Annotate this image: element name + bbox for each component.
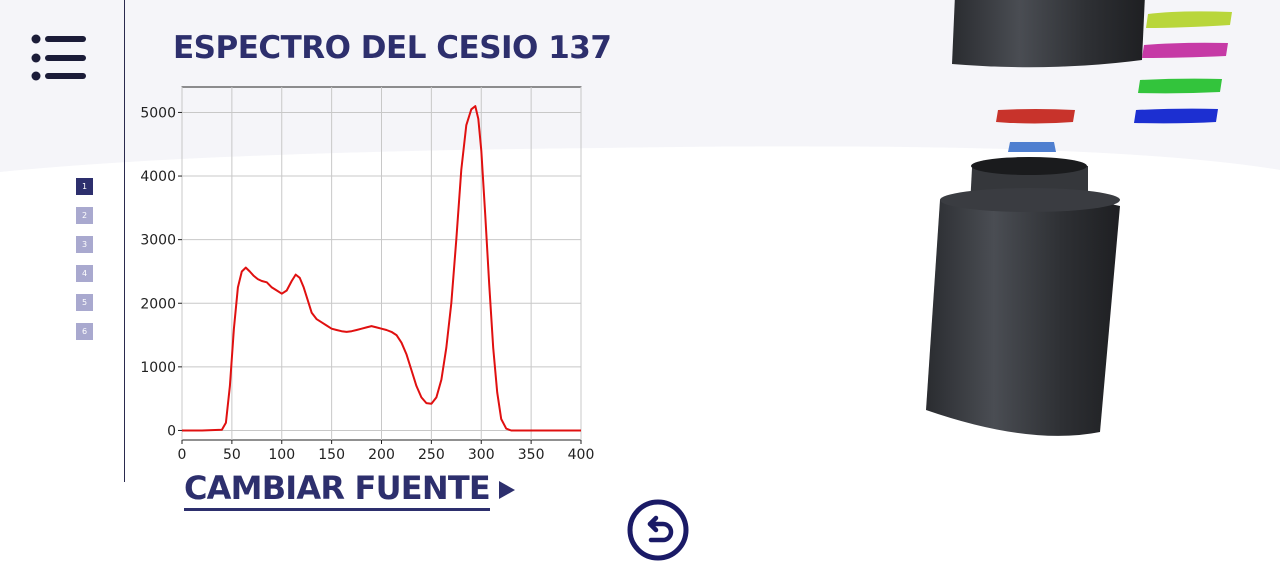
x-tick-label: 100 — [268, 447, 295, 463]
detector-illustration — [926, 0, 1232, 436]
y-tick-label: 5000 — [140, 105, 176, 121]
magenta-filter-disc — [1142, 42, 1228, 58]
change-source-label: CAMBIAR FUENTE — [184, 468, 491, 511]
page-button-2[interactable]: 2 — [76, 207, 93, 224]
page-title: ESPECTRO DEL CESIO 137 — [173, 30, 612, 66]
page-button-6[interactable]: 6 — [76, 323, 93, 340]
sidebar-divider — [124, 0, 125, 482]
x-tick-label: 250 — [418, 447, 445, 463]
spectrum-series-line — [182, 105, 581, 432]
x-tick-label: 350 — [518, 447, 545, 463]
page-indicator: 1 2 3 4 5 6 — [76, 178, 93, 340]
detector-top-cylinder — [952, 0, 1145, 68]
menu-button[interactable] — [28, 32, 90, 84]
undo-arrow-icon — [627, 499, 689, 561]
play-arrow-icon — [498, 480, 515, 499]
blue-filter-disc — [1134, 108, 1218, 124]
page-button-1[interactable]: 1 — [76, 178, 93, 195]
x-tick-label: 150 — [318, 447, 345, 463]
y-tick-label: 3000 — [140, 233, 176, 249]
y-tick-label: 0 — [167, 423, 176, 439]
x-tick-label: 200 — [368, 447, 395, 463]
yellow-filter-disc — [1146, 11, 1232, 29]
y-tick-label: 2000 — [140, 296, 176, 312]
detector-base-cylinder — [926, 157, 1120, 436]
x-tick-label: 50 — [223, 447, 241, 463]
x-tick-label: 300 — [468, 447, 495, 463]
page-button-5[interactable]: 5 — [76, 294, 93, 311]
back-button[interactable] — [626, 498, 690, 562]
x-tick-label: 400 — [568, 447, 595, 463]
change-source-button[interactable]: CAMBIAR FUENTE — [184, 468, 516, 511]
spectrum-chart: 0 50 100 150 200 250 300 350 4000100020003000400… — [140, 86, 595, 463]
green-filter-disc — [1138, 78, 1222, 94]
y-tick-label: 4000 — [140, 169, 176, 185]
x-tick-label: 0 — [178, 447, 187, 463]
page-button-3[interactable]: 3 — [76, 236, 93, 253]
y-tick-label: 1000 — [140, 360, 176, 376]
list-menu-icon — [31, 34, 86, 81]
red-filter-disc — [996, 109, 1075, 124]
page-button-4[interactable]: 4 — [76, 265, 93, 282]
cesium-source-sample — [1008, 142, 1056, 152]
